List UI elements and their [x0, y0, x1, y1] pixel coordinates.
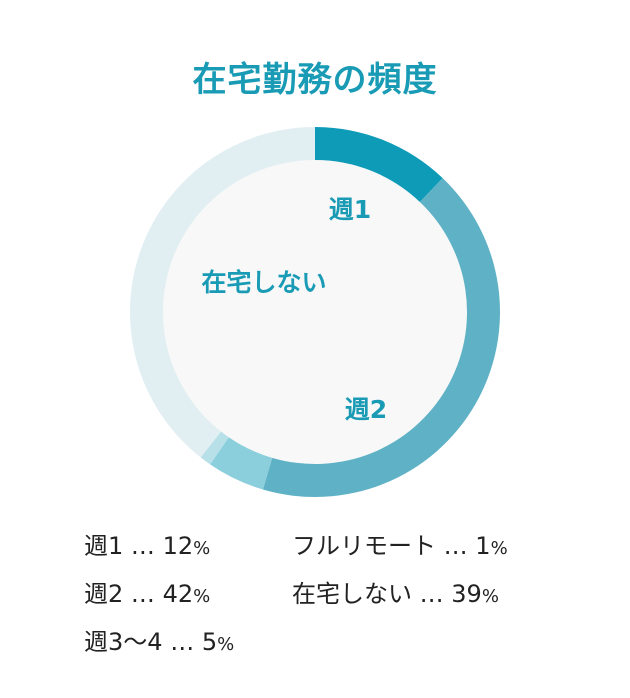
segment-label-week1: 週1 [329, 195, 371, 224]
donut-segment-1 [315, 127, 443, 202]
legend-label: フルリモート [292, 532, 436, 560]
donut-inner-background [163, 160, 467, 464]
legend-label: 週3〜4 [84, 628, 163, 656]
legend-separator: … [130, 532, 155, 560]
legend-item-no-remote: 在宅しない … 39% [292, 574, 499, 609]
legend-separator: … [443, 532, 468, 560]
donut-segments [130, 127, 500, 497]
legend-unit: % [481, 586, 499, 607]
legend-item-week2: 週2 … 42% [84, 574, 210, 609]
legend-item-full-remote: フルリモート … 1% [292, 526, 508, 561]
legend-item-week3-4: 週3〜4 … 5% [84, 622, 234, 657]
segment-label-no-remote: 在宅しない [201, 268, 326, 297]
legend-unit: % [490, 538, 508, 559]
donut-segment-4 [200, 431, 229, 465]
segment-label-week2: 週2 [345, 395, 387, 424]
legend-separator: … [130, 580, 155, 608]
legend-label: 在宅しない [292, 580, 412, 608]
donut-segment-5 [130, 127, 315, 458]
legend-separator: … [170, 628, 195, 656]
legend-unit: % [193, 538, 211, 559]
legend-separator: … [419, 580, 444, 608]
legend-value: 12 [162, 532, 194, 560]
legend-unit: % [217, 634, 235, 655]
legend-value: 5 [201, 628, 218, 656]
donut-segment-2 [262, 178, 500, 497]
legend-unit: % [193, 586, 211, 607]
chart-title: 在宅勤務の頻度 [192, 60, 438, 100]
legend-value: 39 [451, 580, 482, 608]
legend-value: 42 [162, 580, 194, 608]
legend-label: 週1 [84, 532, 124, 560]
donut-segment-3 [210, 437, 273, 490]
legend-value: 1 [475, 532, 491, 560]
legend-item-week1: 週1 … 12% [84, 526, 210, 561]
legend-label: 週2 [84, 580, 124, 608]
